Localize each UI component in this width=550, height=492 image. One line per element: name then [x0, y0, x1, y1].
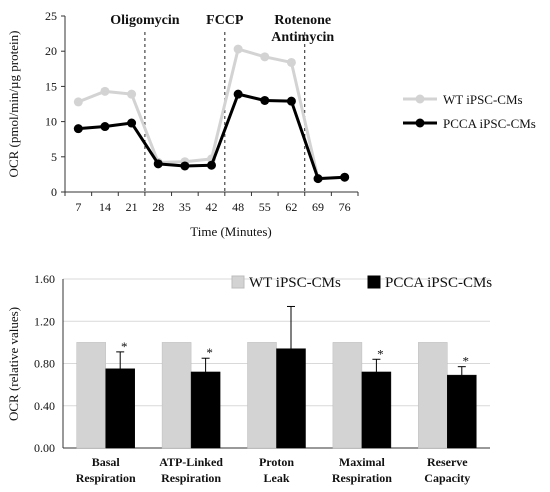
legend-swatch: [231, 275, 245, 289]
bar-chart-y-tick-label: 1.60: [34, 272, 55, 286]
series-point: [153, 159, 163, 169]
bar: [361, 371, 392, 449]
series-point: [127, 118, 137, 128]
injection-label: Antimycin: [271, 30, 334, 45]
line-chart-x-tick-label: 35: [179, 200, 191, 214]
line-chart-x-tick-label: 48: [232, 200, 244, 214]
legend-label: PCCA iPSC-CMs: [443, 116, 536, 131]
bar-category-label: Maximal: [339, 455, 386, 469]
line-chart-legend: WT iPSC-CMs PCCA iPSC-CMs: [403, 92, 536, 131]
legend-swatch-marker: [415, 94, 425, 104]
bar: [332, 342, 363, 449]
legend-swatch: [367, 275, 381, 289]
line-chart-x-axis-label: Time (Minutes): [190, 224, 272, 239]
series-point: [73, 97, 83, 107]
significance-marker: *: [206, 345, 213, 360]
line-chart-y-tick-label: 10: [45, 115, 57, 129]
bar-category-label: Proton: [259, 455, 294, 469]
line-chart-y-tick-label: 5: [51, 150, 57, 164]
series-point: [260, 95, 270, 105]
bar-category-label: Respiration: [332, 471, 392, 485]
series-point: [233, 89, 243, 99]
bar-chart-y-axis-label: OCR (relative values): [6, 307, 21, 421]
line-chart-x-tick-label: 14: [99, 200, 111, 214]
series-point: [340, 172, 350, 182]
significance-marker: *: [463, 354, 470, 369]
bar-chart-y-tick-label: 1.20: [34, 314, 55, 328]
line-chart-y-tick-label: 25: [45, 9, 57, 23]
line-chart-x-tick-label: 42: [206, 200, 218, 214]
bar-chart-y-tick-label: 0.80: [34, 357, 55, 371]
injection-label: Oligomycin: [110, 13, 179, 28]
bar-category-label: Basal: [92, 455, 121, 469]
legend-label: WT iPSC-CMs: [249, 275, 341, 291]
series-point: [207, 160, 216, 170]
bar: [247, 342, 277, 449]
bar: [447, 374, 477, 449]
line-chart-x-tick-label: 62: [285, 200, 297, 214]
injection-label: Rotenone: [274, 13, 331, 28]
line-chart-y-axis-label: OCR (pmol/min/µg protein): [6, 31, 21, 178]
series-point: [260, 52, 270, 62]
significance-marker: *: [121, 339, 128, 354]
series-point: [73, 124, 83, 134]
significance-marker: *: [377, 346, 384, 361]
line-chart-x-tick-label: 55: [259, 200, 271, 214]
legend-label: PCCA iPSC-CMs: [385, 275, 492, 291]
line-chart: 0 5 10 15 20 25 7 14 21 28 35 42 48 55 62 69 76 Oligomy…: [6, 9, 536, 239]
line-chart-x-tick-label: 76: [339, 200, 351, 214]
series-point: [100, 122, 110, 132]
bar-chart-y-tick-label: 0.40: [34, 399, 55, 413]
series-point: [100, 86, 110, 96]
bar-category-label: Respiration: [161, 471, 221, 485]
bar: [190, 371, 221, 449]
bar: [105, 368, 135, 449]
bar-chart-y-tick-label: 0.00: [34, 441, 55, 455]
line-chart-x-tick-label: 28: [152, 200, 164, 214]
series-point: [233, 44, 243, 54]
line-chart-y-tick-label: 0: [51, 185, 57, 199]
line-chart-x-tick-label: 21: [126, 200, 138, 214]
bar: [276, 348, 306, 449]
injection-label: FCCP: [206, 13, 244, 28]
bar-category-label: Leak: [263, 471, 289, 485]
legend-label: WT iPSC-CMs: [443, 92, 523, 107]
series-point: [180, 161, 190, 171]
bar-chart: 0.00 0.40 0.80 1.20 1.60 * * * * Basal Respirati…: [6, 272, 492, 485]
bar-category-label: ATP-Linked: [159, 455, 223, 469]
legend-swatch-marker: [415, 118, 425, 128]
bar-chart-legend: WT iPSC-CMs PCCA iPSC-CMs: [231, 275, 492, 291]
bar: [161, 342, 192, 449]
series-point: [127, 89, 137, 99]
line-chart-x-tick-label: 7: [75, 200, 81, 214]
line-chart-y-tick-label: 15: [45, 79, 57, 93]
line-chart-y-tick-label: 20: [45, 44, 57, 58]
series-point: [286, 57, 296, 67]
bar: [418, 342, 448, 449]
series-point: [313, 174, 323, 184]
bar-category-label: Reserve: [427, 455, 468, 469]
line-chart-x-tick-label: 69: [312, 200, 324, 214]
bar-category-label: Respiration: [76, 471, 136, 485]
bar: [76, 342, 106, 449]
bar-category-label: Capacity: [424, 471, 470, 485]
series-point: [286, 96, 296, 106]
